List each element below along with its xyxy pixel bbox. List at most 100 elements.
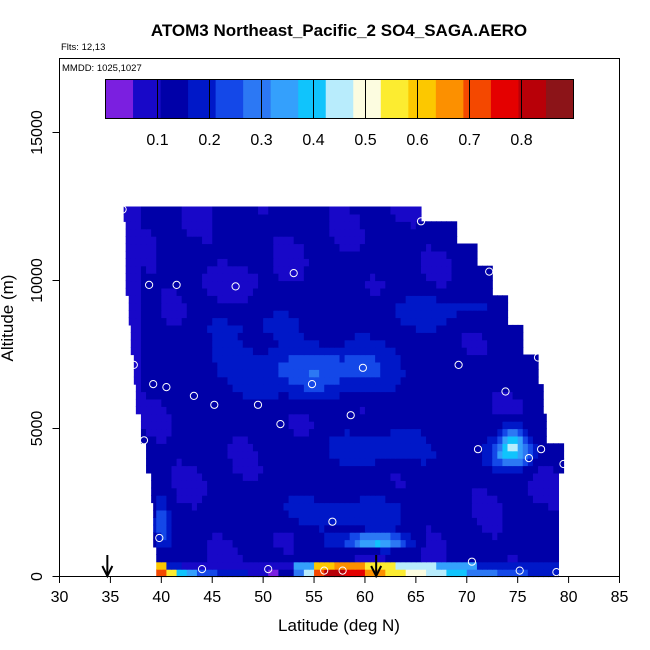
heatmap-cell (456, 495, 463, 504)
heatmap-cell (354, 376, 361, 385)
heatmap-cell (156, 472, 162, 481)
heatmap-cell (196, 258, 203, 267)
heatmap-cell (359, 221, 366, 230)
heatmap-cell (283, 398, 290, 407)
heatmap-cell (329, 406, 336, 415)
heatmap-cell (482, 398, 488, 407)
heatmap-cell (196, 554, 203, 563)
heatmap-cell (497, 354, 504, 363)
heatmap-cell (426, 347, 432, 356)
heatmap-cell (319, 398, 325, 407)
heatmap-cell (380, 509, 386, 518)
heatmap-cell (334, 443, 341, 452)
heatmap-cell (385, 310, 392, 319)
heatmap-cell (314, 472, 320, 481)
heatmap-cell (161, 554, 168, 563)
heatmap-cell (258, 287, 264, 296)
heatmap-cell (202, 391, 208, 400)
heatmap-cell (426, 539, 432, 548)
heatmap-cell (146, 228, 152, 237)
heatmap-cell (181, 302, 188, 311)
heatmap-cell (227, 443, 234, 452)
heatmap-cell (151, 458, 157, 467)
heatmap-cell (517, 465, 524, 474)
heatmap-cell (502, 443, 509, 452)
heatmap-cell (354, 347, 361, 356)
heatmap-cell (130, 213, 137, 222)
heatmap-cell (446, 509, 453, 518)
heatmap-cell (176, 213, 183, 222)
heatmap-cell (492, 406, 498, 415)
heatmap-cell (222, 546, 229, 555)
heatmap-cell (283, 384, 290, 393)
heatmap-cell (176, 524, 183, 533)
heatmap-cell (426, 569, 432, 578)
heatmap-cell (258, 339, 264, 348)
heatmap-cell (314, 317, 320, 326)
heatmap-cell (420, 339, 427, 348)
heatmap-cell (370, 354, 376, 363)
heatmap-cell (451, 458, 458, 467)
heatmap-cell (390, 406, 397, 415)
heatmap-cell (273, 206, 280, 215)
heatmap-cell (191, 487, 198, 496)
heatmap-cell (227, 384, 234, 393)
heatmap-cell (329, 280, 336, 289)
heatmap-cell (482, 421, 488, 430)
heatmap-cell (405, 228, 412, 237)
heatmap-cell (166, 465, 173, 474)
heatmap-cell (426, 495, 432, 504)
heatmap-cell (482, 347, 488, 356)
heatmap-cell (395, 236, 402, 245)
heatmap-cell (252, 317, 259, 326)
heatmap-cell (324, 458, 330, 467)
heatmap-cell (161, 332, 168, 341)
heatmap-cell (512, 361, 519, 370)
heatmap-cell (339, 435, 346, 444)
heatmap-cell (283, 354, 290, 363)
heatmap-cell (125, 236, 132, 245)
heatmap-cell (273, 428, 280, 437)
heatmap-cell (543, 546, 549, 555)
heatmap-cell (273, 258, 280, 267)
x-tick-label: 40 (152, 589, 170, 606)
heatmap-cell (263, 369, 269, 378)
heatmap-cell (471, 561, 478, 570)
heatmap-cell (308, 391, 315, 400)
heatmap-cell (344, 480, 351, 489)
heatmap-cell (451, 287, 458, 296)
heatmap-cell (364, 295, 371, 304)
heatmap-cell (466, 302, 473, 311)
heatmap-cell (151, 435, 157, 444)
heatmap-cell (308, 310, 315, 319)
heatmap-cell (288, 236, 295, 245)
heatmap-cell (186, 421, 193, 430)
heatmap-cell (461, 517, 468, 526)
heatmap-cell (186, 487, 193, 496)
heatmap-cell (436, 532, 442, 541)
heatmap-cell (446, 502, 453, 511)
heatmap-cell (217, 332, 224, 341)
heatmap-cell (349, 487, 356, 496)
heatmap-cell (415, 258, 422, 267)
heatmap-cell (329, 273, 336, 282)
heatmap-cell (298, 243, 305, 252)
heatmap-cell (191, 443, 198, 452)
heatmap-cell (461, 472, 468, 481)
heatmap-cell (217, 554, 224, 563)
heatmap-cell (482, 265, 488, 274)
heatmap-cell (207, 295, 213, 304)
heatmap-cell (471, 502, 478, 511)
heatmap-cell (334, 287, 341, 296)
heatmap-cell (247, 324, 254, 333)
heatmap-cell (364, 569, 371, 578)
heatmap-cell (227, 361, 234, 370)
heatmap-cell (303, 324, 310, 333)
heatmap-cell (186, 369, 193, 378)
heatmap-cell (446, 398, 453, 407)
heatmap-cell (553, 480, 560, 489)
heatmap-cell (380, 391, 386, 400)
heatmap-cell (212, 546, 218, 555)
heatmap-cell (456, 324, 463, 333)
heatmap-cell (319, 213, 325, 222)
